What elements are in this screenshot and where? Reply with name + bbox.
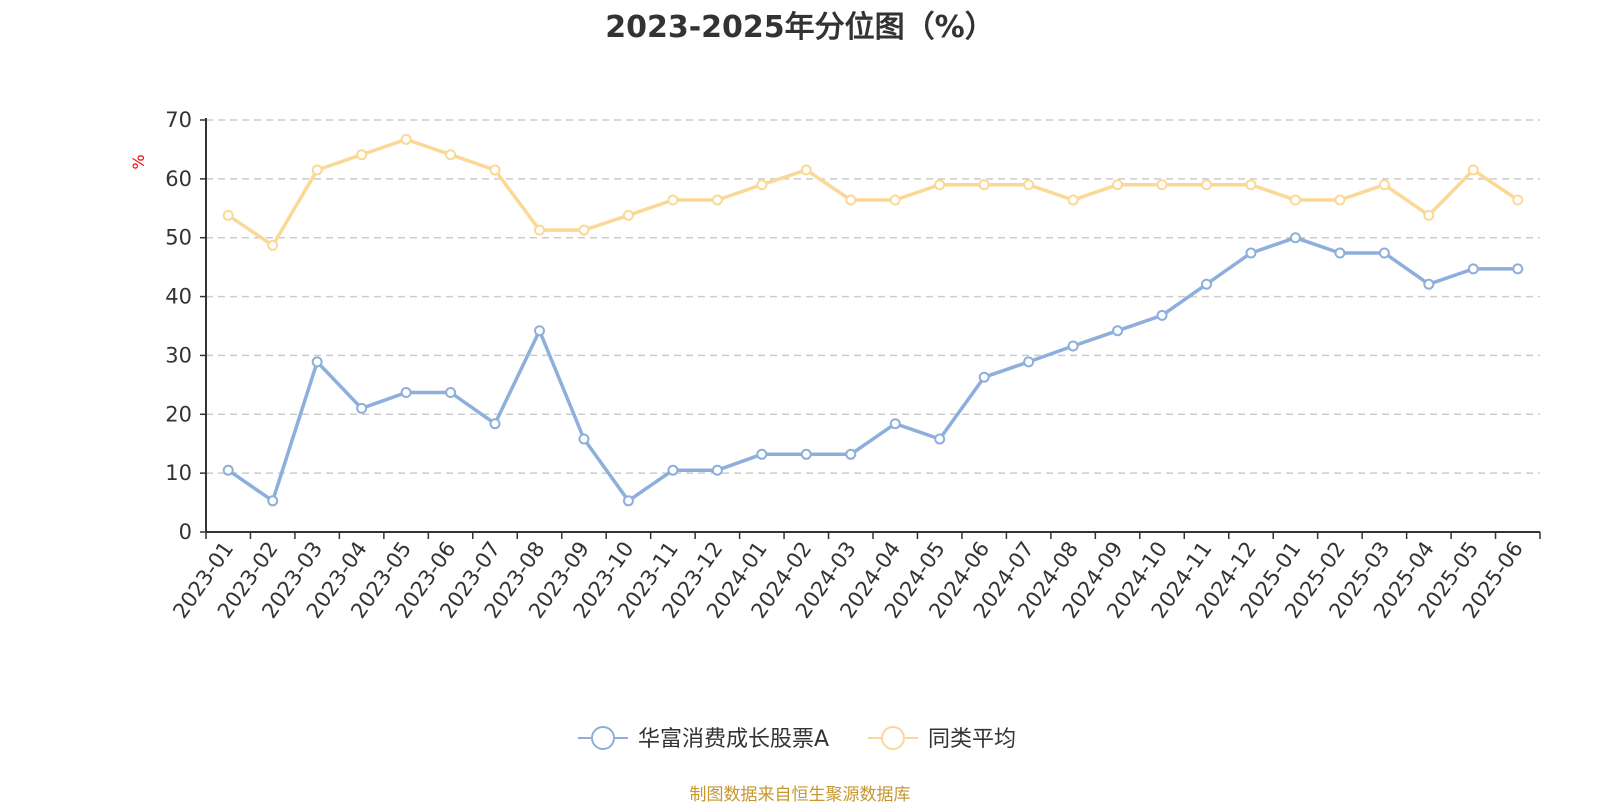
series-line — [226, 235, 1520, 503]
data-point — [1201, 278, 1212, 290]
data-point — [1289, 194, 1301, 206]
data-point — [1423, 209, 1435, 221]
y-tick-label: 40 — [165, 285, 192, 309]
data-point — [267, 239, 279, 251]
data-point — [1289, 232, 1301, 244]
data-point — [622, 495, 634, 507]
y-tick-label: 30 — [165, 343, 192, 367]
legend-item: 华富消费成长股票A — [578, 726, 829, 752]
data-point — [934, 433, 946, 445]
data-point — [800, 164, 812, 176]
data-point — [800, 448, 812, 460]
data-point — [622, 209, 634, 221]
data-point — [1378, 179, 1390, 191]
series-line — [226, 137, 1520, 248]
data-point — [978, 371, 990, 383]
data-point — [1467, 164, 1479, 176]
series — [222, 232, 1524, 507]
data-point — [711, 194, 723, 206]
data-point — [578, 433, 590, 445]
data-point — [667, 464, 679, 476]
legend-marker — [881, 726, 905, 750]
data-point — [1023, 356, 1035, 368]
data-point — [711, 464, 723, 476]
y-tick-label: 20 — [165, 402, 192, 426]
data-point — [222, 464, 234, 476]
data-point — [1067, 194, 1079, 206]
y-tick-label: 70 — [165, 108, 192, 132]
data-point — [1467, 263, 1479, 275]
data-point — [845, 448, 857, 460]
data-point — [667, 194, 679, 206]
data-point — [1156, 309, 1168, 321]
data-point — [1512, 263, 1524, 275]
line-chart: 0 10 20 30 40 50 60 70 2023-012023-022023-03202… — [129, 108, 1541, 752]
data-point — [534, 325, 545, 337]
legend-item: 同类平均 — [868, 726, 1016, 752]
data-point — [1245, 247, 1257, 259]
series — [222, 133, 1524, 251]
y-axis-ticks: 0 10 20 30 40 50 60 70 — [165, 108, 192, 544]
data-point — [400, 133, 412, 145]
data-point — [889, 418, 901, 430]
data-source-note: 制图数据来自恒生聚源数据库 — [689, 785, 911, 805]
data-point — [1378, 247, 1390, 259]
y-axis-unit-label: % — [129, 154, 148, 169]
data-point — [356, 149, 368, 161]
data-point — [1334, 247, 1346, 259]
data-point — [889, 194, 901, 206]
data-point — [978, 179, 990, 191]
data-point — [1023, 179, 1035, 191]
data-point — [934, 179, 946, 191]
data-point — [756, 179, 768, 191]
data-point — [222, 209, 234, 221]
data-point — [756, 448, 768, 460]
data-point — [356, 402, 368, 414]
data-point — [1067, 340, 1079, 352]
data-point — [845, 194, 857, 206]
data-point — [267, 495, 279, 507]
data-point — [1201, 179, 1212, 191]
y-tick-label: 10 — [165, 461, 192, 485]
data-point — [1112, 179, 1124, 191]
data-point — [1512, 194, 1524, 206]
axes — [200, 118, 1541, 539]
legend-label: 同类平均 — [928, 727, 1016, 752]
data-point — [1423, 278, 1435, 290]
series-layer — [222, 133, 1524, 507]
data-point — [1245, 179, 1257, 191]
data-point — [311, 164, 323, 176]
x-axis-ticks: 2023-012023-022023-032023-042023-052023-… — [168, 537, 1528, 623]
legend: 华富消费成长股票A 同类平均 — [578, 726, 1016, 752]
data-point — [1156, 179, 1168, 191]
data-point — [534, 224, 545, 236]
chart-title: 2023-2025年分位图（%） — [605, 10, 995, 45]
data-point — [445, 387, 457, 399]
data-point — [400, 387, 412, 399]
data-point — [489, 164, 501, 176]
y-tick-label: 50 — [165, 226, 192, 250]
y-tick-label: 60 — [165, 167, 192, 191]
data-point — [578, 224, 590, 236]
grid-lines — [206, 119, 1540, 474]
legend-label: 华富消费成长股票A — [638, 727, 829, 752]
data-point — [1112, 325, 1124, 337]
y-tick-label: 0 — [179, 520, 192, 544]
data-point — [489, 418, 501, 430]
legend-marker — [591, 726, 615, 750]
data-point — [445, 149, 457, 161]
data-point — [311, 356, 323, 368]
data-point — [1334, 194, 1346, 206]
